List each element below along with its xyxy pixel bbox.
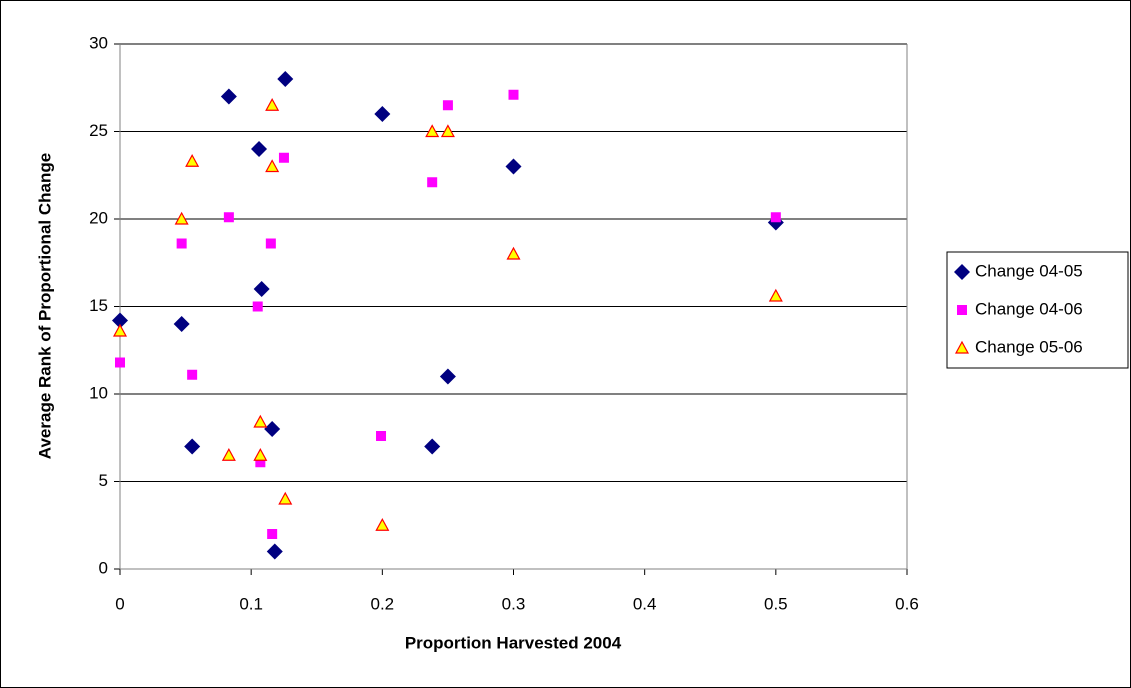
x-tick-label: 0.2 bbox=[371, 594, 395, 613]
point bbox=[252, 301, 263, 312]
y-tick-label: 10 bbox=[89, 383, 108, 402]
point bbox=[442, 100, 453, 111]
point bbox=[424, 438, 441, 455]
point bbox=[112, 323, 128, 337]
x-tick-label: 0.6 bbox=[895, 594, 919, 613]
y-axis-label: Average Rank of Proportional Change bbox=[35, 153, 54, 459]
legend-label: Change 05-06 bbox=[975, 337, 1083, 356]
x-tick-label: 0.4 bbox=[633, 594, 657, 613]
legend-label: Change 04-06 bbox=[975, 299, 1083, 318]
point bbox=[184, 438, 201, 455]
point bbox=[221, 447, 236, 461]
point bbox=[440, 124, 455, 138]
point bbox=[265, 159, 280, 173]
point bbox=[439, 368, 456, 385]
point bbox=[506, 246, 521, 260]
point bbox=[173, 316, 190, 332]
point bbox=[508, 89, 519, 100]
point bbox=[278, 491, 293, 505]
y-tick-label: 0 bbox=[99, 558, 108, 577]
y-tick-label: 15 bbox=[89, 296, 108, 315]
point bbox=[375, 517, 390, 531]
legend-marker bbox=[957, 305, 967, 315]
point bbox=[770, 212, 781, 223]
point bbox=[253, 414, 268, 428]
y-tick-label: 5 bbox=[99, 471, 108, 490]
point bbox=[251, 141, 268, 157]
x-tick-label: 0 bbox=[115, 594, 124, 613]
point bbox=[264, 421, 281, 437]
x-axis-label: Proportion Harvested 2004 bbox=[405, 633, 622, 652]
point bbox=[427, 177, 438, 188]
x-tick-label: 0.5 bbox=[764, 594, 788, 613]
point bbox=[768, 288, 783, 302]
legend-label: Change 04-05 bbox=[975, 261, 1083, 280]
point bbox=[174, 211, 189, 225]
point bbox=[505, 158, 522, 175]
point bbox=[187, 369, 198, 380]
point bbox=[185, 153, 200, 167]
point bbox=[277, 71, 294, 87]
point bbox=[253, 447, 268, 461]
point bbox=[253, 281, 270, 297]
point bbox=[220, 88, 237, 105]
point bbox=[425, 124, 440, 138]
point bbox=[255, 457, 266, 468]
point bbox=[115, 357, 125, 368]
y-tick-label: 30 bbox=[89, 33, 108, 52]
legend-marker bbox=[954, 264, 970, 280]
point bbox=[267, 529, 278, 539]
point bbox=[112, 312, 128, 329]
y-tick-label: 25 bbox=[89, 121, 108, 140]
point bbox=[265, 97, 280, 111]
point bbox=[374, 106, 391, 122]
point bbox=[223, 212, 234, 223]
point bbox=[376, 431, 387, 441]
point bbox=[176, 238, 187, 249]
point bbox=[278, 152, 289, 163]
x-tick-label: 0.3 bbox=[502, 594, 526, 613]
point bbox=[266, 543, 283, 560]
x-tick-label: 0.1 bbox=[239, 594, 263, 613]
point bbox=[265, 238, 276, 249]
legend-marker bbox=[954, 340, 970, 354]
y-tick-label: 20 bbox=[89, 208, 108, 227]
legend-box bbox=[946, 251, 1129, 369]
